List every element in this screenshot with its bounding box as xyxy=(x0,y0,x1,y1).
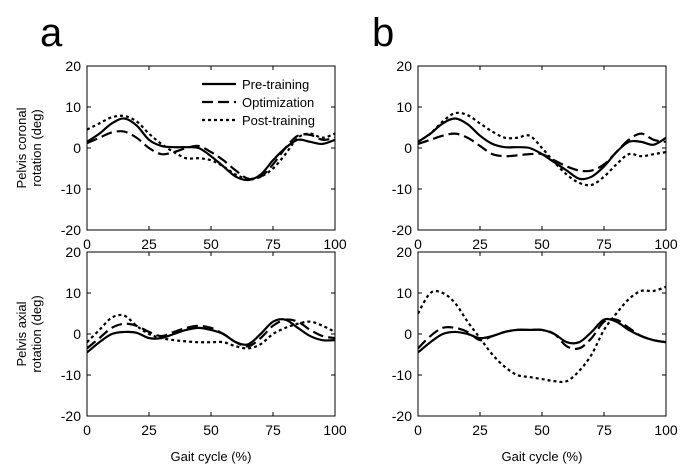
x-tick-label: 0 xyxy=(83,422,91,438)
y-tick-label: -10 xyxy=(61,367,81,383)
panel-label-a: a xyxy=(40,11,63,55)
y-tick-label: -10 xyxy=(392,181,412,197)
plot-a-bottom: -20 -10 0 10 20 0 25 50 75 100 Gait cycle (%) Pelvi… xyxy=(14,244,347,464)
x-tick-label: 0 xyxy=(83,236,91,252)
y-axis-label-line: rotation (deg) xyxy=(29,295,44,372)
y-axis-label: Pelvis axialrotation (deg) xyxy=(14,295,44,372)
y-axis-label-line: rotation (deg) xyxy=(29,109,44,186)
plot-frame-a-bottom xyxy=(86,251,336,417)
x-tick-label: 75 xyxy=(596,236,612,252)
legend-label-post-training: Post-training xyxy=(242,113,315,128)
x-tick-label: 50 xyxy=(203,236,219,252)
series-line-opt-b-bottom xyxy=(418,317,666,351)
y-axis-label-line: Pelvis axial xyxy=(14,301,29,366)
y-tick-label: 20 xyxy=(396,58,412,74)
x-tick-label: 25 xyxy=(141,422,157,438)
series-line-pre-a-top xyxy=(87,117,335,182)
legend: Pre-training Optimization Post-training xyxy=(202,77,315,128)
x-tick-label: 100 xyxy=(654,422,678,438)
x-tick-label: 50 xyxy=(534,236,550,252)
x-tick-label: 75 xyxy=(596,422,612,438)
y-tick-label: 0 xyxy=(73,326,81,342)
y-tick-label: 20 xyxy=(65,58,81,74)
y-axis-label: Pelvis coronalrotation (deg) xyxy=(14,107,44,188)
plot-a-top: -20 -10 0 10 20 0 25 50 75 100 Pelvis coronalrotat… xyxy=(14,58,347,252)
series-line-post-b-top xyxy=(418,111,666,187)
series-line-post-a-top xyxy=(87,114,335,180)
series-line-opt-b-top xyxy=(418,132,666,173)
series-line-opt-a-bottom xyxy=(87,318,335,350)
series-line-pre-b-bottom xyxy=(418,317,666,354)
series-line-pre-a-bottom xyxy=(87,318,335,354)
series-line-pre-b-top xyxy=(418,117,666,181)
plot-b-bottom: -20 -10 0 10 20 0 25 50 75 100 Gait cycle (%) xyxy=(392,244,678,464)
y-tick-label: -10 xyxy=(392,367,412,383)
y-tick-label: -10 xyxy=(61,181,81,197)
y-tick-label: -20 xyxy=(61,408,81,424)
y-tick-label: 10 xyxy=(65,99,81,115)
panel-label-b: b xyxy=(372,11,394,55)
y-tick-label: 10 xyxy=(396,99,412,115)
x-axis-label: Gait cycle (%) xyxy=(171,449,252,464)
plot-frame-b-bottom xyxy=(417,251,667,417)
x-tick-label: 50 xyxy=(203,422,219,438)
y-tick-label: -20 xyxy=(392,408,412,424)
x-tick-label: 25 xyxy=(141,236,157,252)
x-tick-label: 75 xyxy=(265,236,281,252)
y-tick-label: 10 xyxy=(396,285,412,301)
x-tick-label: 25 xyxy=(472,422,488,438)
y-tick-label: 0 xyxy=(404,326,412,342)
x-tick-label: 100 xyxy=(323,422,347,438)
legend-label-pre-training: Pre-training xyxy=(242,77,309,92)
x-tick-label: 50 xyxy=(534,422,550,438)
y-axis-label-line: Pelvis coronal xyxy=(14,107,29,188)
x-tick-label: 100 xyxy=(654,236,678,252)
series-line-opt-a-top xyxy=(87,130,335,181)
x-tick-label: 25 xyxy=(472,236,488,252)
y-tick-label: 0 xyxy=(404,140,412,156)
plot-b-top: -20 -10 0 10 20 0 25 50 75 100 xyxy=(392,58,678,252)
x-tick-label: 0 xyxy=(414,236,422,252)
y-tick-label: 0 xyxy=(73,140,81,156)
y-tick-label: -20 xyxy=(61,222,81,238)
series-line-post-b-bottom xyxy=(418,285,666,384)
x-tick-label: 75 xyxy=(265,422,281,438)
legend-label-optimization: Optimization xyxy=(242,95,314,110)
y-tick-label: 20 xyxy=(65,244,81,260)
x-axis-label: Gait cycle (%) xyxy=(502,449,583,464)
y-tick-label: -20 xyxy=(392,222,412,238)
y-tick-label: 20 xyxy=(396,244,412,260)
x-tick-label: 100 xyxy=(323,236,347,252)
x-tick-label: 0 xyxy=(414,422,422,438)
y-tick-label: 10 xyxy=(65,285,81,301)
